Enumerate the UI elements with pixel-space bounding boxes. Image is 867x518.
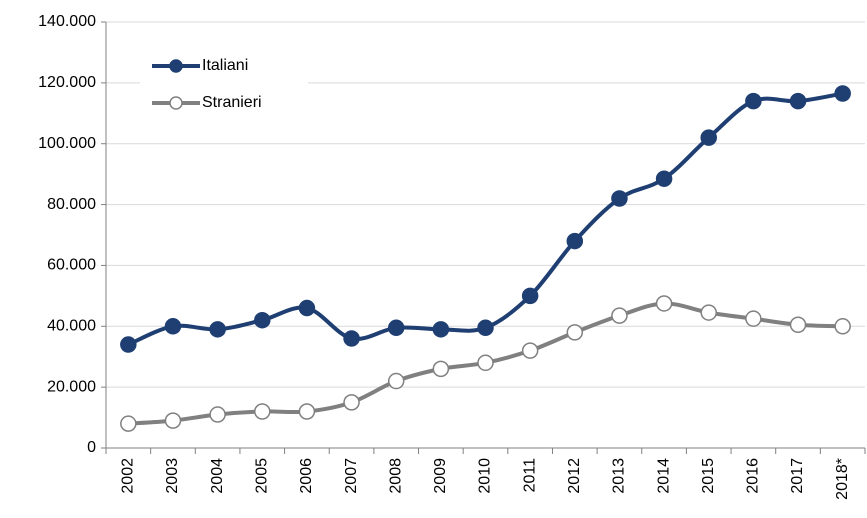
x-tick-label: 2004	[209, 458, 226, 494]
x-tick-label: 2008	[387, 458, 404, 494]
y-tick-label: 60.000	[47, 257, 96, 274]
data-point	[611, 190, 628, 207]
y-tick-label: 80.000	[47, 196, 96, 213]
data-point	[521, 287, 539, 305]
data-point	[254, 311, 271, 329]
data-point	[209, 321, 226, 338]
x-tick-label: 2016	[745, 458, 762, 494]
series-line	[127, 91, 844, 347]
data-point	[834, 85, 851, 102]
data-point	[521, 342, 539, 359]
data-point	[432, 321, 450, 338]
legend-marker	[169, 59, 183, 73]
data-point	[789, 316, 807, 334]
data-point	[120, 415, 137, 432]
legend-marker	[169, 96, 183, 110]
legend-box	[140, 48, 308, 120]
y-tick-label: 140.000	[38, 13, 96, 30]
x-tick-label: 2002	[120, 458, 137, 494]
data-point	[343, 394, 360, 411]
y-tick-label: 40.000	[47, 318, 96, 335]
x-tick-label: 2011	[521, 458, 538, 493]
data-point	[745, 92, 762, 110]
data-point	[477, 319, 494, 337]
x-tick-label: 2012	[566, 458, 583, 494]
data-point	[343, 330, 360, 347]
data-point	[745, 310, 762, 327]
x-tick-label: 2007	[343, 458, 360, 494]
data-point	[700, 304, 717, 321]
x-tick-label: 2010	[477, 458, 494, 494]
x-tick-label: 2013	[611, 458, 628, 494]
data-point	[298, 299, 316, 317]
y-tick-label: 100.000	[38, 135, 96, 152]
x-tick-label: 2003	[164, 458, 181, 494]
x-tick-label: 2009	[432, 458, 449, 494]
legend-label: Italiani	[202, 57, 248, 74]
data-point	[209, 406, 226, 423]
y-tick-label: 120.000	[38, 74, 96, 91]
data-point	[700, 129, 717, 146]
x-tick-label: 2014	[655, 458, 672, 494]
x-tick-label: 2018*	[834, 458, 851, 500]
data-point	[298, 403, 316, 420]
data-point	[611, 307, 628, 324]
y-tick-label: 0	[87, 439, 96, 456]
data-point	[432, 360, 450, 378]
x-tick-label: 2005	[253, 458, 270, 494]
data-point	[387, 372, 405, 390]
x-tick-label: 2017	[789, 458, 806, 494]
data-point	[655, 170, 673, 187]
data-point	[834, 318, 851, 335]
data-point	[254, 403, 271, 420]
data-point	[566, 324, 584, 341]
data-point	[387, 319, 405, 337]
data-point	[164, 318, 182, 335]
data-point	[789, 92, 807, 110]
legend: Italiani Stranieri	[140, 48, 308, 120]
data-point	[566, 232, 584, 250]
data-point	[477, 354, 494, 372]
x-tick-label: 2006	[298, 458, 315, 494]
y-tick-label: 20.000	[47, 378, 96, 395]
x-tick-label: 2015	[700, 458, 717, 494]
legend-label: Stranieri	[202, 94, 262, 111]
data-point	[164, 412, 182, 429]
data-point	[655, 295, 673, 312]
data-point	[120, 336, 137, 353]
